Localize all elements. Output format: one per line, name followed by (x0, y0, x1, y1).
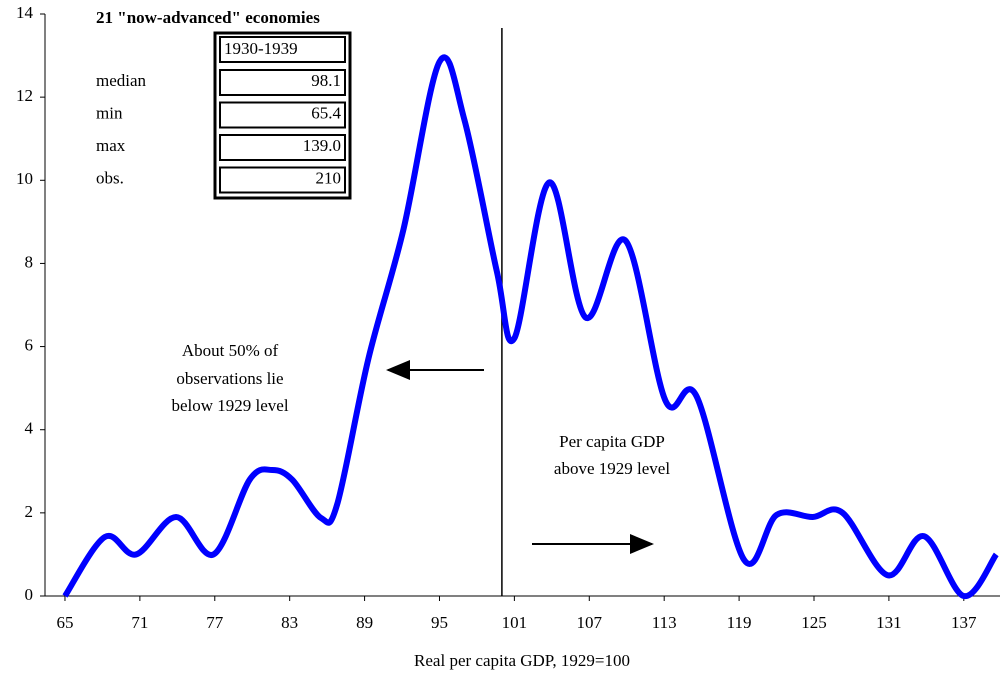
y-tick-label: 2 (25, 502, 34, 521)
y-tick-label: 4 (25, 419, 34, 438)
stat-label: median (96, 71, 147, 90)
annotation: Per capita GDP (559, 432, 665, 451)
stat-value: 98.1 (311, 71, 341, 90)
x-axis-label: Real per capita GDP, 1929=100 (414, 651, 630, 670)
table-cell (219, 134, 346, 161)
y-tick-label: 8 (25, 252, 34, 271)
stat-label: obs. (96, 168, 124, 187)
table-cell (219, 36, 346, 63)
stats-table: 1930-1939 (213, 31, 352, 200)
x-tick-label: 65 (56, 613, 73, 632)
x-tick-label: 131 (876, 613, 902, 632)
period: 1930-1939 (224, 39, 298, 58)
annotation: above 1929 level (554, 459, 670, 478)
annotation: observations lie (176, 369, 283, 388)
stat-label: max (96, 136, 126, 155)
x-tick-label: 101 (502, 613, 528, 632)
table-frame (213, 31, 352, 200)
table-cell (219, 166, 346, 194)
stat-label: min (96, 103, 123, 122)
line-series (62, 54, 999, 599)
x-tick-label: 107 (577, 613, 603, 632)
stat-value: 139.0 (303, 136, 341, 155)
table-cell (219, 101, 346, 129)
y-tick-label: 6 (25, 335, 34, 354)
chart-title: 21 "now-advanced" economies (96, 8, 320, 27)
table-cell (219, 69, 346, 96)
x-tick-label: 119 (727, 613, 752, 632)
x-tick-label: 113 (652, 613, 677, 632)
y-tick-label: 10 (16, 169, 33, 188)
x-tick-label: 71 (131, 613, 148, 632)
annotation: About 50% of (182, 341, 279, 360)
x-tick-label: 125 (801, 613, 827, 632)
x-tick-label: 77 (206, 613, 224, 632)
y-tick-label: 14 (16, 3, 34, 22)
x-tick-label: 95 (431, 613, 448, 632)
y-tick-label: 12 (16, 86, 33, 105)
annotation: below 1929 level (171, 396, 288, 415)
y-tick-label: 0 (25, 585, 34, 604)
x-tick-label: 89 (356, 613, 373, 632)
x-tick-label: 137 (951, 613, 977, 632)
x-tick-label: 83 (281, 613, 298, 632)
stat-value: 210 (316, 168, 342, 187)
stat-value: 65.4 (311, 103, 341, 122)
